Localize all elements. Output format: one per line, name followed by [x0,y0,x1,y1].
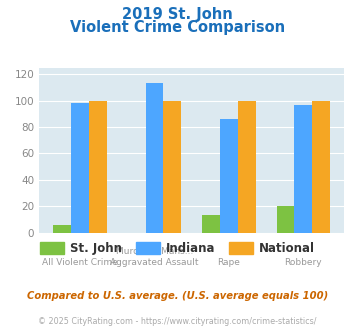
Bar [202,215,220,233]
Bar [294,105,312,233]
Text: Rape: Rape [218,258,240,267]
Text: Compared to U.S. average. (U.S. average equals 100): Compared to U.S. average. (U.S. average … [27,291,328,301]
Bar [71,103,89,233]
Bar [238,101,256,233]
Text: Robbery: Robbery [285,258,322,267]
Bar [89,101,107,233]
Text: Murder & Mans...: Murder & Mans... [116,248,193,256]
Bar [53,225,71,233]
Bar [220,119,238,233]
Bar [312,101,330,233]
Text: Violent Crime Comparison: Violent Crime Comparison [70,20,285,35]
Text: Aggravated Assault: Aggravated Assault [110,258,199,267]
Bar [277,206,294,233]
Text: © 2025 CityRating.com - https://www.cityrating.com/crime-statistics/: © 2025 CityRating.com - https://www.city… [38,317,317,326]
Legend: St. John, Indiana, National: St. John, Indiana, National [36,237,320,260]
Bar [163,101,181,233]
Bar [146,83,163,233]
Text: All Violent Crime: All Violent Crime [42,258,118,267]
Text: 2019 St. John: 2019 St. John [122,7,233,21]
